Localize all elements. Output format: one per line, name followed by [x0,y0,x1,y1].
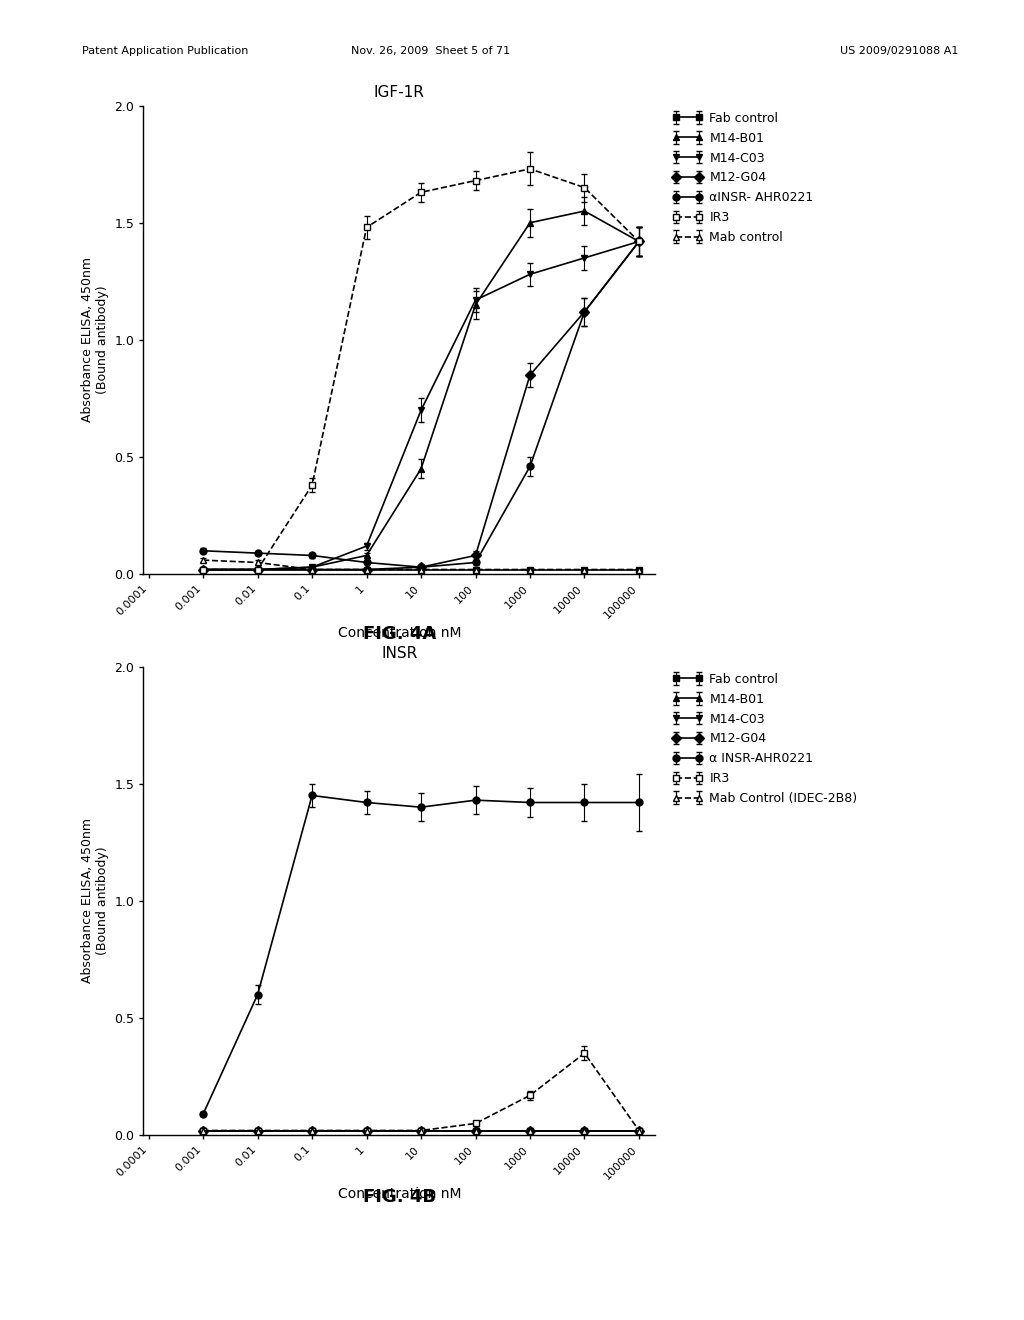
Y-axis label: Absorbance ELISA, 450nm
(Bound antibody): Absorbance ELISA, 450nm (Bound antibody) [81,257,109,422]
X-axis label: Concentration nM: Concentration nM [338,1187,461,1201]
X-axis label: Concentration nM: Concentration nM [338,626,461,640]
Text: Nov. 26, 2009  Sheet 5 of 71: Nov. 26, 2009 Sheet 5 of 71 [350,46,510,57]
Title: INSR: INSR [381,647,418,661]
Legend: Fab control, M14-B01, M14-C03, M12-G04, αINSR- AHR0221, IR3, Mab control: Fab control, M14-B01, M14-C03, M12-G04, … [672,112,814,244]
Text: US 2009/0291088 A1: US 2009/0291088 A1 [840,46,958,57]
Legend: Fab control, M14-B01, M14-C03, M12-G04, α INSR-AHR0221, IR3, Mab Control (IDEC-2: Fab control, M14-B01, M14-C03, M12-G04, … [672,673,857,805]
Title: IGF-1R: IGF-1R [374,86,425,100]
Text: Patent Application Publication: Patent Application Publication [82,46,248,57]
Y-axis label: Absorbance ELISA, 450nm
(Bound antibody): Absorbance ELISA, 450nm (Bound antibody) [81,818,109,983]
Text: FIG. 4A: FIG. 4A [362,624,436,643]
Text: FIG. 4B: FIG. 4B [362,1188,436,1206]
